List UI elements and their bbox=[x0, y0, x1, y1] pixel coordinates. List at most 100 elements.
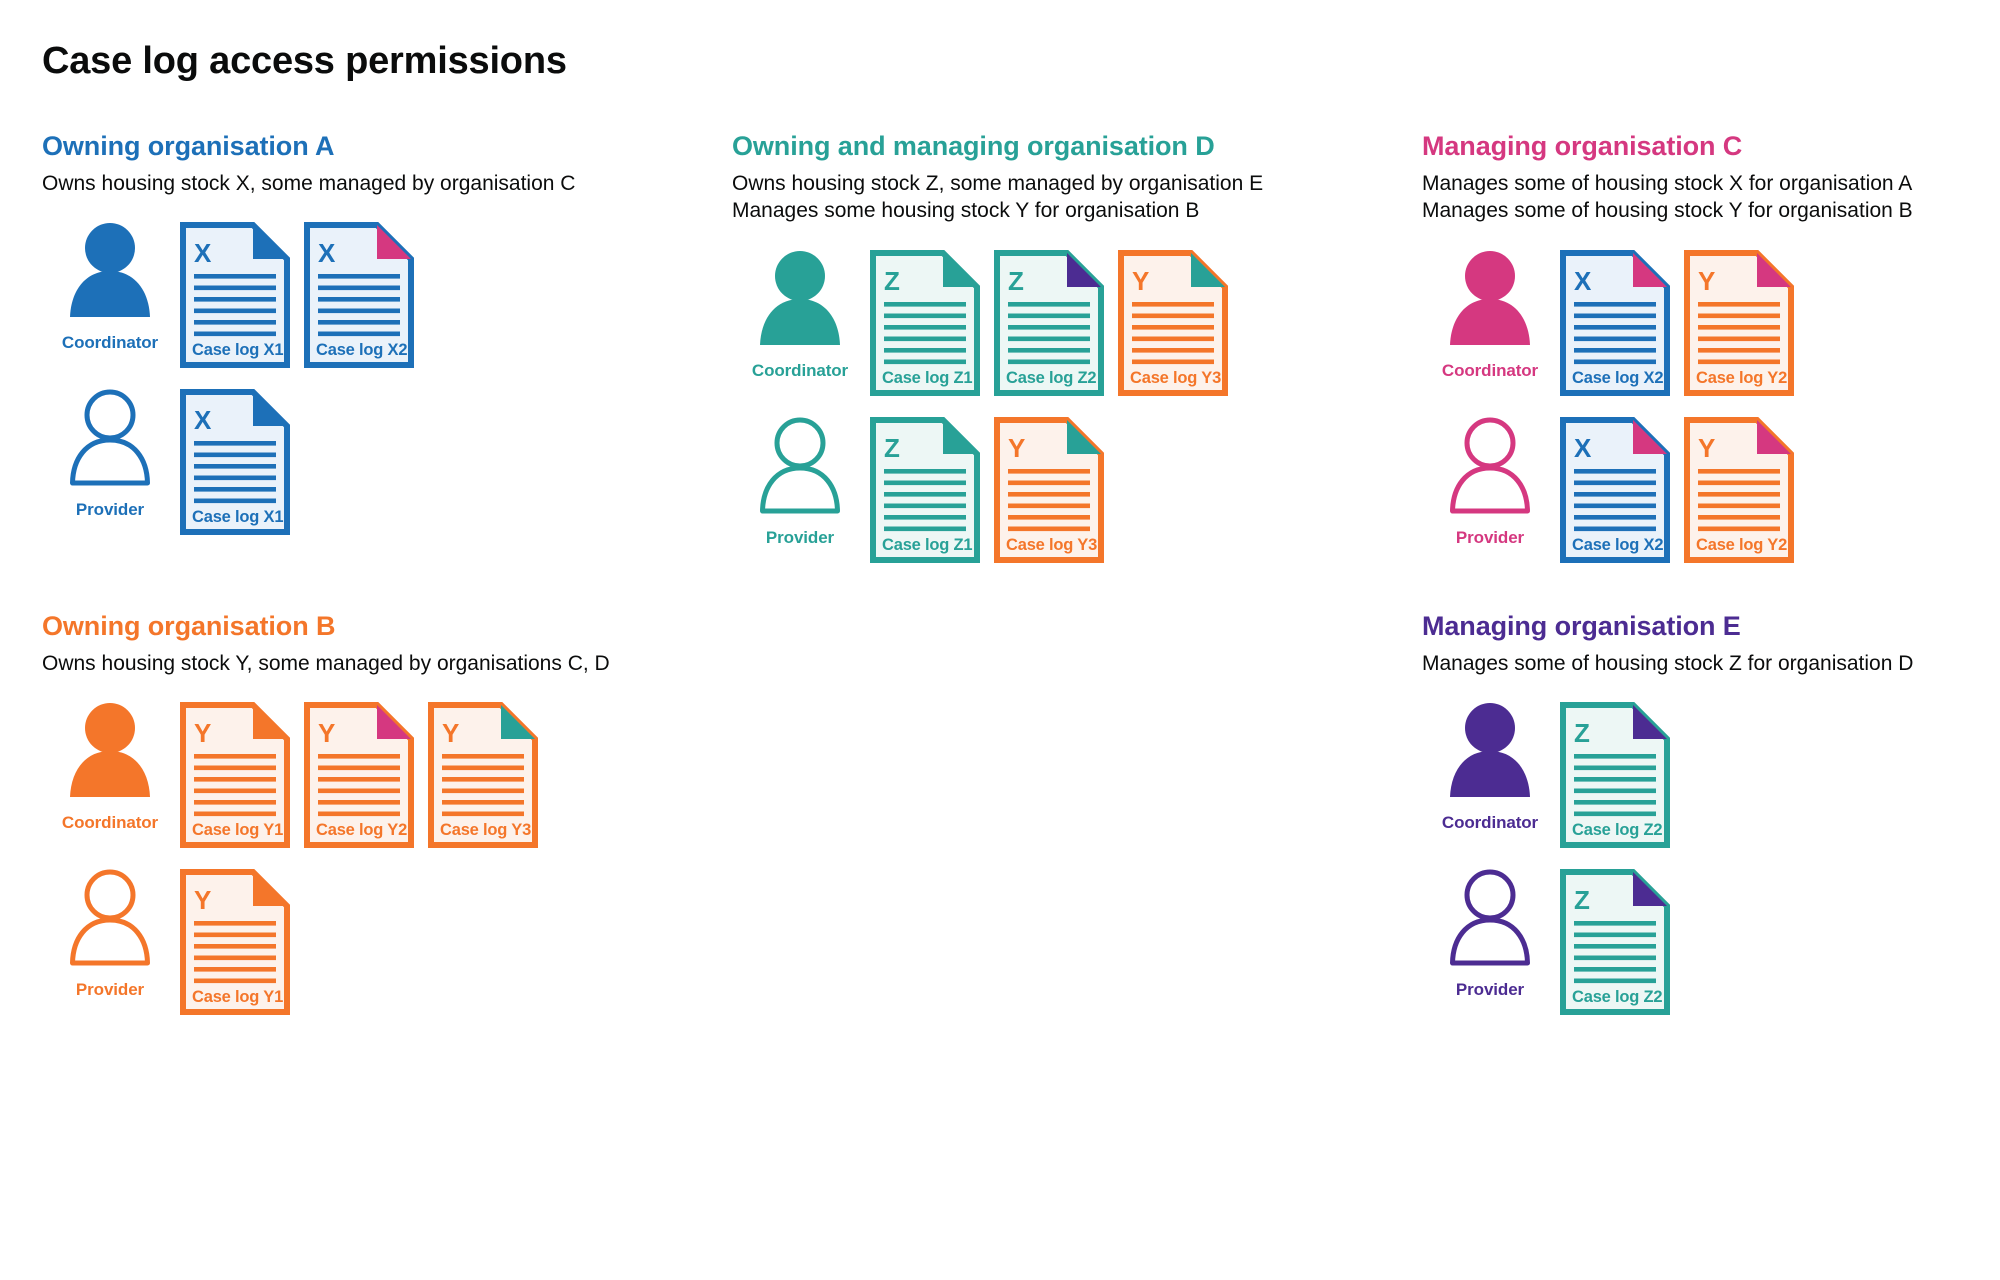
case-log-card[interactable]: Y Case log Y1 bbox=[180, 862, 290, 1015]
svg-text:X: X bbox=[318, 238, 336, 268]
case-log-card[interactable]: Y Case log Y2 bbox=[1684, 410, 1794, 563]
case-log-card[interactable]: Y Case log Y1 bbox=[180, 695, 290, 848]
section-title: Managing organisation C bbox=[1422, 131, 1743, 161]
svg-text:X: X bbox=[1574, 433, 1592, 463]
document-icon: X bbox=[1560, 410, 1670, 570]
case-log-caption: Case log Y3 bbox=[440, 820, 532, 839]
section-description: Owns housing stock Y, some managed by or… bbox=[42, 650, 730, 677]
document-icon: Y bbox=[428, 695, 538, 855]
case-log-card[interactable]: Y Case log Y3 bbox=[994, 410, 1104, 563]
document-icon: Y bbox=[180, 695, 290, 855]
person-outline-icon bbox=[1447, 862, 1533, 974]
person-filled-icon bbox=[1447, 243, 1533, 355]
document-icon: Y bbox=[1684, 243, 1794, 403]
svg-text:X: X bbox=[1574, 266, 1592, 296]
case-log-card[interactable]: Y Case log Y2 bbox=[304, 695, 414, 848]
case-log-list: X Case log X2 Y Case log Y2 bbox=[1560, 243, 1794, 396]
section-description-line: Owns housing stock Y, some managed by or… bbox=[42, 651, 610, 675]
role-label: Provider bbox=[75, 979, 145, 999]
role-label: Coordinator bbox=[61, 333, 159, 353]
case-log-card[interactable]: X Case log X2 bbox=[1560, 243, 1670, 396]
case-log-card[interactable]: Z Case log Z1 bbox=[870, 410, 980, 563]
role-label: Provider bbox=[1455, 527, 1525, 547]
document-icon: Y bbox=[1684, 410, 1794, 570]
role-row-provider: Provider X Case log X2 Y Case log Y2 bbox=[1420, 410, 2000, 563]
person-cell: Coordinator bbox=[1420, 243, 1560, 381]
case-log-card[interactable]: X Case log X2 bbox=[1560, 410, 1670, 563]
case-log-caption: Case log Z2 bbox=[1572, 820, 1663, 839]
document-icon: X bbox=[1560, 243, 1670, 403]
svg-text:Z: Z bbox=[884, 433, 900, 463]
case-log-caption: Case log Z2 bbox=[1006, 368, 1097, 387]
person-outline-icon bbox=[1447, 410, 1533, 522]
section-org-b: Owning organisation B Owns housing stock … bbox=[40, 610, 730, 1015]
section-org-d: Owning and managing organisation D Owns h… bbox=[730, 131, 1420, 563]
case-log-card[interactable]: X Case log X1 bbox=[180, 215, 290, 369]
case-log-card[interactable]: Y Case log Y2 bbox=[1684, 243, 1794, 396]
svg-text:Z: Z bbox=[1574, 885, 1590, 915]
case-log-card[interactable]: Z Case log Z2 bbox=[1560, 862, 1670, 1015]
role-row-coordinator: Coordinator X Case log X1 X Case log X2 bbox=[40, 215, 730, 369]
case-log-card[interactable]: Y Case log Y3 bbox=[428, 695, 538, 848]
section-description-line: Owns housing stock X, some managed by or… bbox=[42, 172, 576, 195]
svg-text:Z: Z bbox=[1008, 266, 1024, 296]
svg-text:X: X bbox=[194, 405, 212, 435]
svg-text:Y: Y bbox=[1698, 433, 1715, 463]
document-icon: Z bbox=[1560, 862, 1670, 1022]
document-icon: X bbox=[180, 215, 290, 375]
case-log-list: Z Case log Z1 Z Case log Z2 Y Case log Y3 bbox=[870, 243, 1228, 396]
case-log-caption: Case log Y2 bbox=[1696, 535, 1788, 554]
person-cell: Provider bbox=[40, 862, 180, 1000]
case-log-caption: Case log X2 bbox=[316, 341, 408, 360]
section-description: Manages some of housing stock X for orga… bbox=[1422, 170, 2000, 225]
section-title: Owning organisation B bbox=[42, 610, 336, 641]
svg-text:Y: Y bbox=[1698, 266, 1715, 296]
section-org-e: Managing organisation E Manages some of h… bbox=[1420, 610, 2000, 1015]
role-row-provider: Provider Z Case log Z1 Y Case log Y3 bbox=[730, 410, 1420, 563]
person-cell: Provider bbox=[1420, 862, 1560, 1000]
person-filled-icon bbox=[1447, 695, 1533, 807]
section-title: Managing organisation E bbox=[1422, 610, 1741, 641]
role-label: Provider bbox=[1455, 979, 1525, 999]
case-log-caption: Case log Y3 bbox=[1130, 368, 1222, 387]
svg-text:Y: Y bbox=[194, 718, 211, 748]
document-icon: Y bbox=[304, 695, 414, 855]
case-log-list: X Case log X1 bbox=[180, 382, 290, 536]
case-log-card[interactable]: Y Case log Y3 bbox=[1118, 243, 1228, 396]
case-log-card[interactable]: X Case log X2 bbox=[304, 215, 414, 369]
role-label: Coordinator bbox=[751, 360, 849, 380]
role-row-coordinator: Coordinator Z Case log Z1 Z Case log Z2 Y Case… bbox=[730, 243, 1420, 396]
section-description: Manages some of housing stock Z for orga… bbox=[1422, 650, 2000, 677]
person-filled-icon bbox=[757, 243, 843, 355]
section-title: Owning and managing organisation D bbox=[732, 131, 1215, 161]
case-log-card[interactable]: X Case log X1 bbox=[180, 382, 290, 536]
document-icon: Y bbox=[1118, 243, 1228, 403]
person-outline-icon bbox=[67, 382, 153, 494]
section-org-a: Owning organisation A Owns housing stock … bbox=[40, 131, 730, 555]
document-icon: X bbox=[180, 382, 290, 542]
section-description-line: Manages some housing stock Y for organis… bbox=[732, 199, 1200, 223]
svg-text:Y: Y bbox=[442, 718, 459, 748]
document-icon: Z bbox=[994, 243, 1104, 403]
section-description-line: Manages some of housing stock X for orga… bbox=[1422, 172, 1913, 195]
role-label: Provider bbox=[765, 527, 835, 547]
person-cell: Provider bbox=[730, 410, 870, 548]
case-log-list: Z Case log Z2 bbox=[1560, 862, 1670, 1015]
case-log-caption: Case log X2 bbox=[1572, 368, 1664, 387]
case-log-caption: Case log Z2 bbox=[1572, 987, 1663, 1006]
person-cell: Coordinator bbox=[40, 215, 180, 353]
document-icon: Z bbox=[1560, 695, 1670, 855]
case-log-card[interactable]: Z Case log Z1 bbox=[870, 243, 980, 396]
section-description-line: Manages some of housing stock Y for orga… bbox=[1422, 199, 1913, 223]
case-log-card[interactable]: Z Case log Z2 bbox=[1560, 695, 1670, 848]
case-log-caption: Case log X2 bbox=[1572, 535, 1664, 554]
case-log-card[interactable]: Z Case log Z2 bbox=[994, 243, 1104, 396]
person-filled-icon bbox=[67, 695, 153, 807]
case-log-list: Y Case log Y1 bbox=[180, 862, 290, 1015]
document-icon: Y bbox=[994, 410, 1104, 570]
document-icon: X bbox=[304, 215, 414, 375]
case-log-caption: Case log Y3 bbox=[1006, 535, 1098, 554]
section-description-line: Owns housing stock Z, some managed by or… bbox=[732, 172, 1264, 195]
svg-text:Y: Y bbox=[318, 718, 335, 748]
